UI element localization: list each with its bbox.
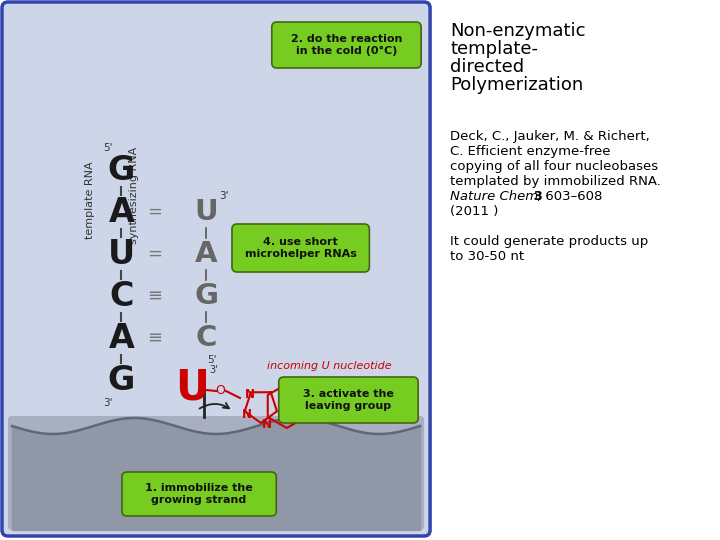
- Text: 3': 3': [220, 191, 229, 201]
- FancyBboxPatch shape: [22, 447, 408, 478]
- Text: A: A: [109, 195, 135, 228]
- Text: template RNA: template RNA: [85, 161, 94, 239]
- Text: G: G: [108, 363, 135, 396]
- Text: 3': 3': [103, 398, 112, 408]
- Text: copying of all four nucleobases: copying of all four nucleobases: [450, 160, 658, 173]
- FancyBboxPatch shape: [122, 472, 276, 516]
- FancyBboxPatch shape: [8, 416, 424, 530]
- FancyBboxPatch shape: [271, 22, 421, 68]
- Text: 2. do the reaction
in the cold (0°C): 2. do the reaction in the cold (0°C): [291, 34, 402, 56]
- Text: directed: directed: [450, 58, 524, 76]
- Text: ≡: ≡: [148, 287, 163, 305]
- Text: U: U: [108, 238, 135, 271]
- Text: 5': 5': [207, 355, 217, 365]
- Text: Nature Chem.: Nature Chem.: [450, 190, 542, 203]
- Text: G: G: [108, 153, 135, 186]
- Text: A: A: [195, 240, 217, 268]
- Text: A: A: [109, 321, 135, 354]
- Text: (2011 ): (2011 ): [450, 205, 498, 218]
- FancyBboxPatch shape: [232, 224, 369, 272]
- Text: O: O: [215, 384, 225, 397]
- Text: 4. use short
microhelper RNAs: 4. use short microhelper RNAs: [245, 237, 356, 259]
- Text: G: G: [194, 282, 218, 310]
- Text: N: N: [245, 388, 255, 401]
- Text: , 603–608: , 603–608: [536, 190, 602, 203]
- Text: 3. activate the
leaving group: 3. activate the leaving group: [303, 389, 394, 411]
- Text: N: N: [262, 417, 272, 430]
- Text: U: U: [175, 367, 209, 409]
- Text: 5': 5': [103, 143, 112, 153]
- Text: 1. immobilize the
growing strand: 1. immobilize the growing strand: [145, 483, 253, 505]
- Text: ≡: ≡: [148, 329, 163, 347]
- Text: 3': 3': [210, 365, 218, 375]
- Text: U: U: [194, 198, 218, 226]
- Text: to 30-50 nt: to 30-50 nt: [450, 250, 524, 263]
- Text: Non-enzymatic: Non-enzymatic: [450, 22, 585, 40]
- Text: N: N: [242, 408, 252, 421]
- Text: templated by immobilized RNA.: templated by immobilized RNA.: [450, 175, 661, 188]
- Text: synthesizing RNA: synthesizing RNA: [130, 146, 140, 244]
- Text: Polymerization: Polymerization: [450, 76, 583, 94]
- Text: N: N: [292, 389, 302, 402]
- FancyBboxPatch shape: [279, 377, 418, 423]
- FancyBboxPatch shape: [2, 2, 430, 536]
- Text: C: C: [195, 324, 217, 352]
- Text: 3: 3: [528, 190, 543, 203]
- Text: It could generate products up: It could generate products up: [450, 235, 648, 248]
- Text: =: =: [148, 203, 162, 221]
- Text: incoming U nucleotide: incoming U nucleotide: [267, 361, 392, 371]
- Text: C: C: [109, 280, 134, 313]
- Text: template-: template-: [450, 40, 538, 58]
- Text: Deck, C., Jauker, M. & Richert,: Deck, C., Jauker, M. & Richert,: [450, 130, 649, 143]
- Text: =: =: [148, 245, 162, 263]
- Text: C. Efficient enzyme-free: C. Efficient enzyme-free: [450, 145, 611, 158]
